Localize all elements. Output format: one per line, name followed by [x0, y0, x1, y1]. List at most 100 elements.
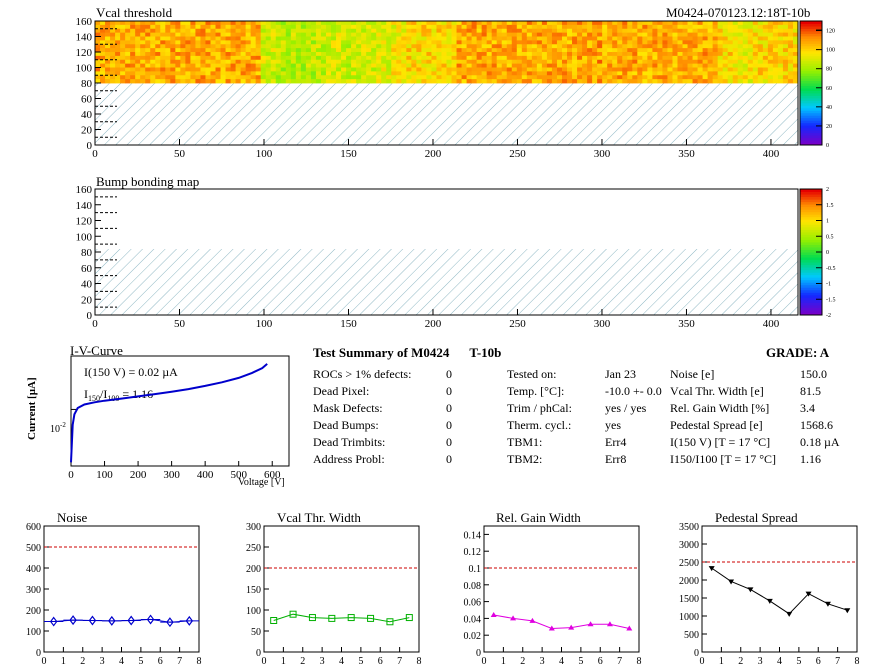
- heatmap-cell: [577, 55, 583, 61]
- x-tick-label: 7: [397, 656, 402, 667]
- heatmap-cell: [737, 21, 744, 26]
- heatmap-cell: [275, 75, 282, 80]
- heatmap-cell: [632, 63, 638, 68]
- heatmap-cell: [612, 44, 618, 49]
- heatmap-cell: [782, 59, 789, 65]
- heatmap-cell: [210, 32, 216, 37]
- heatmap-cell: [602, 75, 608, 80]
- heatmap-cell: [386, 28, 392, 34]
- heatmap-cell: [165, 44, 171, 49]
- heatmap-cell: [280, 59, 287, 65]
- heatmap-cell: [190, 44, 196, 49]
- heatmap-cell: [506, 55, 513, 61]
- bump-untested-region: [95, 249, 798, 315]
- heatmap-cell: [180, 24, 186, 30]
- heatmap-cell: [431, 21, 437, 26]
- heatmap-cell: [486, 21, 493, 26]
- heatmap-cell: [205, 36, 211, 41]
- heatmap-cell: [210, 40, 216, 45]
- heatmap-cell: [476, 28, 483, 34]
- defect-row: Dead Pixel: 0: [313, 384, 452, 398]
- heatmap-cell: [531, 71, 538, 76]
- heatmap-cell: [727, 44, 734, 49]
- heatmap-cell: [652, 59, 658, 65]
- heatmap-cell: [361, 75, 367, 80]
- y-tick-label: 0: [36, 648, 41, 659]
- heatmap-cell: [556, 44, 563, 49]
- heatmap-cell: [396, 75, 402, 80]
- heatmap-cell: [441, 40, 447, 45]
- heatmap-cell: [567, 79, 573, 84]
- heatmap-cell: [195, 44, 201, 49]
- heatmap-cell: [215, 59, 221, 65]
- heatmap-cell: [647, 55, 653, 61]
- heatmap-cell: [531, 63, 538, 68]
- color-scale-cell: [800, 307, 822, 311]
- heatmap-cell: [792, 63, 799, 68]
- heatmap-cell: [692, 28, 698, 34]
- heatmap-cell: [135, 44, 141, 49]
- heatmap-cell: [602, 44, 608, 49]
- heatmap-cell: [411, 40, 417, 45]
- heatmap-cell: [391, 36, 397, 41]
- heatmap-cell: [767, 63, 774, 68]
- heatmap-cell: [762, 21, 769, 26]
- heatmap-cell: [536, 59, 543, 65]
- x-tick-label: 150: [340, 318, 357, 330]
- heatmap-cell: [471, 44, 478, 49]
- heatmap-cell: [772, 75, 779, 80]
- heatmap-cell: [747, 28, 754, 34]
- heatmap-cell: [521, 71, 528, 76]
- heatmap-cell: [115, 52, 121, 57]
- heatmap-cell: [687, 36, 693, 41]
- heatmap-cell: [421, 75, 427, 80]
- heatmap-cell: [190, 75, 196, 80]
- heatmap-cell: [541, 52, 548, 57]
- heatmap-cell: [732, 59, 739, 65]
- heatmap-cell: [275, 24, 282, 30]
- heatmap-cell: [612, 24, 618, 30]
- heatmap-cell: [421, 79, 427, 84]
- heatmap-cell: [341, 48, 347, 53]
- heatmap-cell: [220, 75, 226, 80]
- heatmap-cell: [551, 28, 558, 34]
- heatmap-cell: [597, 48, 603, 53]
- heatmap-cell: [637, 21, 643, 26]
- heatmap-cell: [551, 55, 558, 61]
- heatmap-cell: [351, 44, 357, 49]
- heatmap-cell: [672, 75, 678, 80]
- heatmap-cell: [220, 32, 226, 37]
- heatmap-cell: [451, 48, 457, 53]
- heatmap-cell: [521, 79, 528, 84]
- x-tick-label: 3: [540, 656, 545, 667]
- heatmap-cell: [672, 40, 678, 45]
- heatmap-cell: [607, 67, 613, 72]
- heatmap-cell: [506, 63, 513, 68]
- heatmap-cell: [341, 32, 347, 37]
- heatmap-cell: [315, 71, 322, 76]
- heatmap-cell: [787, 32, 794, 37]
- heatmap-cell: [592, 36, 598, 41]
- color-scale-cell: [800, 55, 822, 59]
- heatmap-cell: [225, 36, 231, 41]
- heatmap-cell: [305, 55, 312, 61]
- heatmap-cell: [642, 55, 648, 61]
- heatmap-cell: [265, 63, 272, 68]
- y-tick-label: 400: [26, 564, 41, 575]
- heatmap-cell: [200, 52, 206, 57]
- heatmap-cell: [155, 55, 161, 61]
- heatmap-cell: [411, 79, 417, 84]
- heatmap-cell: [386, 71, 392, 76]
- heatmap-cell: [597, 24, 603, 30]
- heatmap-cell: [150, 71, 156, 76]
- heatmap-cell: [572, 79, 578, 84]
- heatmap-cell: [225, 67, 231, 72]
- heatmap-cell: [436, 44, 442, 49]
- color-scale-cell: [800, 112, 822, 116]
- heatmap-cell: [401, 59, 407, 65]
- heatmap-cell: [582, 75, 588, 80]
- heatmap-cell: [687, 79, 693, 84]
- heatmap-cell: [637, 24, 643, 30]
- heatmap-cell: [597, 67, 603, 72]
- heatmap-cell: [551, 71, 558, 76]
